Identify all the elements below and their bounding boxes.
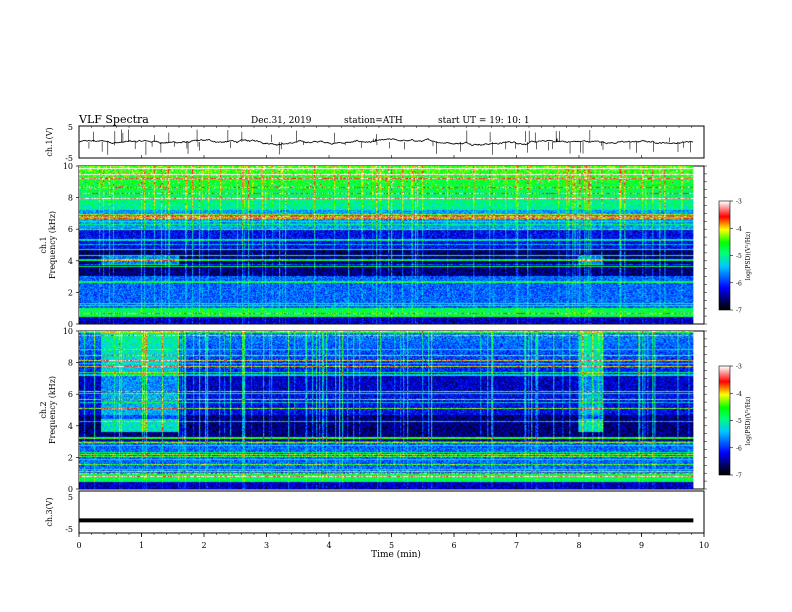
spectrogram-ytick-label: 8 <box>68 359 73 368</box>
time-axis-tick-label: 3 <box>264 541 269 550</box>
spectrogram-ytick-label: 6 <box>68 390 73 399</box>
spectrogram-ytick-label: 6 <box>68 225 73 234</box>
time-axis-tick-label: 0 <box>76 541 81 550</box>
time-axis-tick-label: 9 <box>639 541 644 550</box>
colorbar-tick-label: -4 <box>736 391 742 398</box>
ch2-colorbar: -3 -4 -5 -6 -7 log(PSD)(V²/Hz) <box>718 364 752 480</box>
ch2-spectrogram-ylabel-channel: ch.2 <box>39 401 48 418</box>
colorbar-tick-label: -6 <box>736 445 742 452</box>
ch1-colorbar: -3 -4 -5 -6 -7 log(PSD)(V²/Hz) <box>718 199 752 315</box>
ch2-colorbar-label: log(PSD)(V²/Hz) <box>745 397 752 446</box>
time-axis-tick-label: 6 <box>451 541 456 550</box>
colorbar-tick-label: -3 <box>736 199 742 206</box>
spectrogram-ytick-label: 0 <box>68 485 73 494</box>
colorbar-tick-label: -3 <box>736 364 742 371</box>
time-axis-tick-label: 2 <box>201 541 206 550</box>
colorbar-tick-label: -7 <box>736 308 742 315</box>
spectrogram-ytick-label: 4 <box>68 422 73 431</box>
time-axis-label: Time (min) <box>371 549 421 560</box>
ch1-spectrogram-panel: 0 2 4 6 8 10 ch.1 Frequency (kHz) <box>39 162 707 329</box>
time-axis-tick-label: 10 <box>699 541 709 550</box>
ch1-spectrogram-ylabel-frequency: Frequency (kHz) <box>48 211 57 279</box>
ch1-colorbar-ticks: -3 -4 -5 -6 -7 <box>730 199 742 315</box>
ch2-spectrogram-image <box>79 331 694 489</box>
date-label: Dec.31, 2019 <box>251 116 312 126</box>
figure-title: VLF Spectra <box>78 113 149 126</box>
spectrogram-ytick-label: 4 <box>68 257 73 266</box>
ch2-colorbar-gradient <box>719 366 730 475</box>
time-axis-tick-label: 8 <box>576 541 581 550</box>
ch3-ytick-bottom: -5 <box>65 525 73 534</box>
ch1-waveform-spikes <box>88 129 691 155</box>
spectrogram-ytick-label: 10 <box>63 327 73 336</box>
spectrogram-ytick-label: 0 <box>68 320 73 329</box>
start-time-label: start UT = 19: 10: 1 <box>438 116 530 126</box>
time-axis-tick-label: 4 <box>326 541 331 550</box>
colorbar-tick-label: -7 <box>736 473 742 480</box>
ch3-waveform-panel: 5 -5 ch.3(V) <box>45 490 705 534</box>
ch1-ytick-bottom: -5 <box>65 154 73 163</box>
ch1-waveform-trace <box>78 138 694 146</box>
ch2-colorbar-ticks: -3 -4 -5 -6 -7 <box>730 364 742 480</box>
ch1-ytick-top: 5 <box>68 123 73 132</box>
ch1-spectrogram-image <box>79 166 694 324</box>
ch2-spectrogram-yticks: 0 2 4 6 8 10 <box>63 327 707 494</box>
colorbar-tick-label: -6 <box>736 280 742 287</box>
ch1-spectrogram-ylabel-channel: ch.1 <box>39 236 48 253</box>
ch3-ytick-top: 5 <box>68 493 73 502</box>
ch3-waveform-frame <box>78 490 705 534</box>
ch1-colorbar-gradient <box>719 201 730 310</box>
spectrogram-ytick-label: 10 <box>63 162 73 171</box>
colorbar-tick-label: -4 <box>736 226 742 233</box>
spectrogram-ytick-label: 2 <box>68 288 73 297</box>
ch2-spectrogram-panel: 0 2 4 6 8 10 ch.2 Frequency (kHz) <box>39 327 707 494</box>
colorbar-tick-label: -5 <box>736 253 742 260</box>
ch1-colorbar-label: log(PSD)(V²/Hz) <box>745 232 752 281</box>
ch1-waveform-ylabel: ch.1(V) <box>45 127 54 156</box>
station-label: station=ATH <box>344 116 403 126</box>
ch1-spectrogram-yticks: 0 2 4 6 8 10 <box>63 162 707 329</box>
spectrogram-ytick-label: 8 <box>68 194 73 203</box>
time-axis-tick-label: 1 <box>139 541 144 550</box>
time-axis-tick-label: 5 <box>389 541 394 550</box>
time-axis-tick-label: 7 <box>514 541 519 550</box>
colorbar-tick-label: -5 <box>736 418 742 425</box>
spectrogram-ytick-label: 2 <box>68 453 73 462</box>
ch1-waveform-panel: 5 -5 ch.1(V) <box>45 123 705 163</box>
ch3-waveform-ylabel: ch.3(V) <box>45 497 54 526</box>
time-axis: 0 1 2 3 4 5 6 7 8 9 10 <box>76 126 709 550</box>
ch2-spectrogram-ylabel-frequency: Frequency (kHz) <box>48 376 57 444</box>
